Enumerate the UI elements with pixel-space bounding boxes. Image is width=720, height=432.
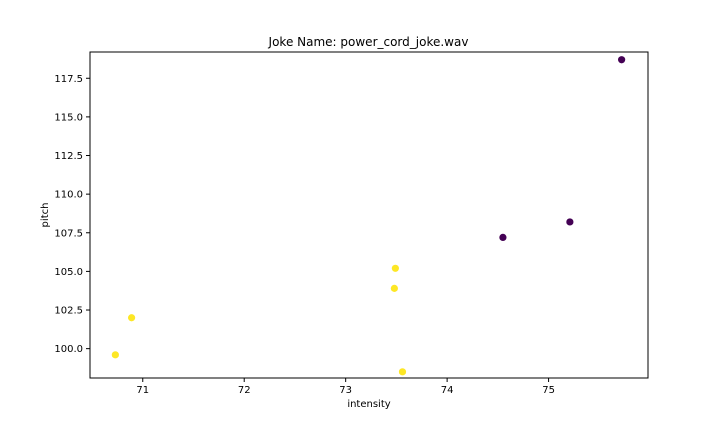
y-tick-label: 115.0	[54, 112, 83, 123]
x-tick-label: 74	[441, 385, 454, 396]
data-point	[390, 284, 398, 292]
y-tick-label: 105.0	[54, 267, 83, 278]
y-axis-label: pitch	[40, 203, 51, 228]
data-point	[391, 264, 399, 272]
data-point	[499, 233, 507, 242]
data-point	[398, 368, 407, 376]
y-tick-label: 117.5	[54, 74, 83, 85]
x-axis-label: intensity	[347, 399, 390, 410]
x-tick-label: 71	[136, 385, 149, 396]
x-tick-label: 75	[542, 385, 555, 396]
data-point	[566, 218, 574, 226]
plot-area: 71 72 73 74 75 100.0 102.5 105.0 107.5 110.0 112.…	[54, 51, 649, 396]
y-tick-label: 107.5	[54, 228, 83, 239]
y-tick-label: 112.5	[54, 151, 83, 162]
x-axis: 71 72 73 74 75	[136, 378, 555, 396]
chart-title: Joke Name: power_cord_joke.wav	[268, 35, 469, 49]
y-axis: 100.0 102.5 105.0 107.5 110.0 112.5 115.0 117.5	[54, 74, 90, 355]
data-point	[127, 314, 136, 322]
axes-frame	[89, 51, 649, 379]
y-tick-label: 110.0	[54, 190, 83, 201]
y-tick-label: 100.0	[54, 344, 83, 355]
data-point	[618, 56, 626, 64]
data-points	[111, 56, 626, 376]
y-tick-label: 102.5	[54, 306, 83, 317]
x-tick-label: 73	[339, 385, 352, 396]
data-point	[111, 351, 119, 359]
x-tick-label: 72	[238, 385, 251, 396]
